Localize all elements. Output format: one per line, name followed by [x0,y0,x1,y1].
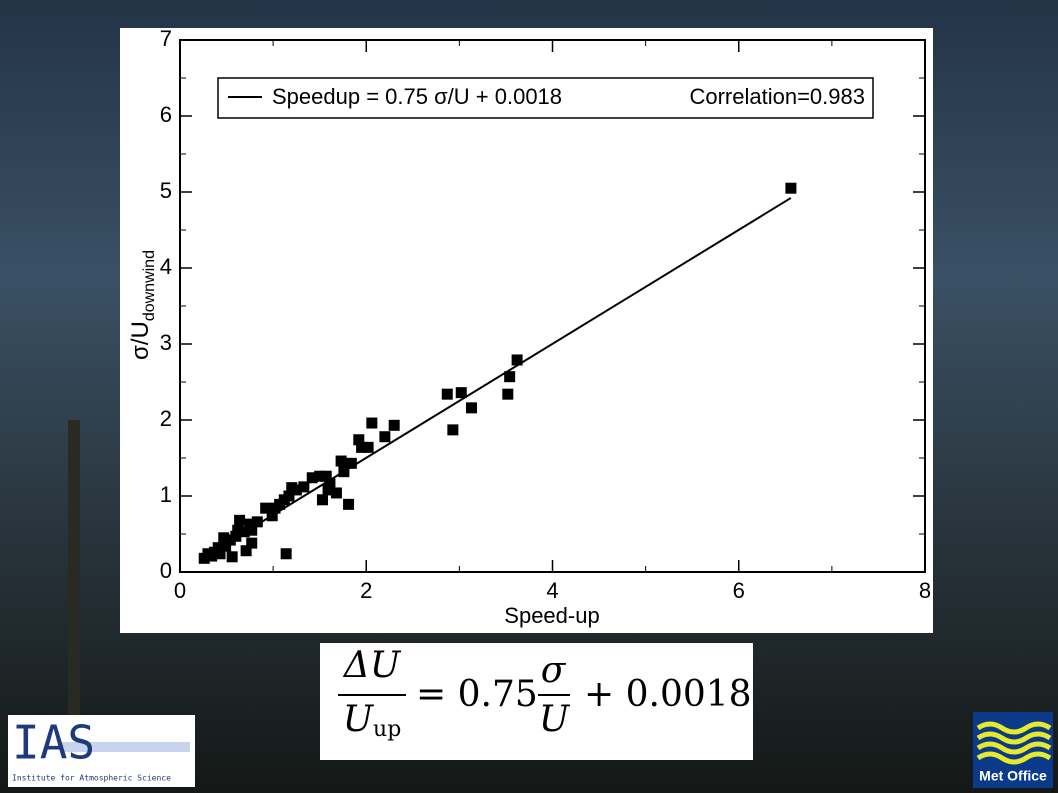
mast [68,420,80,720]
point [286,482,298,494]
point [320,470,332,482]
point [266,510,278,522]
ias-stripe [60,742,190,752]
eq-rhs-den: U [539,699,571,740]
y-axis-label-main: σ/U [127,321,154,360]
y-tick-label: 5 [160,178,172,203]
point [324,478,336,490]
point [240,545,252,557]
x-tick-label: 8 [919,578,931,603]
point [343,498,355,510]
point [224,534,236,546]
point [234,514,246,526]
y-tick-label: 0 [160,558,172,583]
x-axis-label: Speed-up [504,603,599,628]
point [330,487,342,499]
y-axis-label-sub: downwind [141,250,158,321]
eq-tail: + 0.0018 [584,674,752,715]
point [230,530,242,542]
y-tick-label: 6 [160,102,172,127]
point [353,434,365,446]
point [198,552,210,564]
fit-line [203,197,792,558]
legend-note: Correlation=0.983 [689,84,865,109]
point [785,182,797,194]
point [246,524,258,536]
point [447,424,459,436]
met-office-text: Met Office [979,768,1047,784]
y-axis-label: σ/Udownwind [127,250,158,360]
y-tick-label: 2 [160,406,172,431]
point [238,526,250,538]
point [379,431,391,443]
eq-lhs-den-main: U [343,699,375,740]
point [306,472,318,484]
met-office-waves [976,721,1052,765]
y-tick-label: 7 [160,26,172,51]
point [316,494,328,506]
point [504,371,516,383]
eq-lhs-den-sub: up [373,717,401,742]
x-tick-label: 0 [174,578,186,603]
point [441,388,453,400]
ias-title: IAS [12,716,95,770]
point [511,354,523,366]
point [345,457,357,469]
eq-rhs-num: σ [541,650,567,691]
point [314,470,326,482]
point [206,550,218,562]
point [465,402,477,414]
y-tick-label: 4 [160,254,172,279]
point [280,548,292,560]
point [251,516,263,528]
equation-box [320,643,753,760]
point [356,441,368,453]
point [246,537,258,549]
point [298,481,310,493]
point [455,387,467,399]
point [366,417,378,429]
x-tick-label: 4 [546,578,558,603]
point [322,484,334,496]
point [269,502,281,514]
point [220,540,232,552]
legend-label: Speedup = 0.75 σ/U + 0.0018 [272,84,562,109]
point [502,388,514,400]
eq-lhs-num: ΔU [342,645,402,686]
point [214,548,226,560]
point [232,524,244,536]
legend-box [217,77,874,119]
point [218,532,230,544]
point [335,455,347,467]
y-tick-label: 3 [160,330,172,355]
x-tick-label: 6 [733,578,745,603]
point [338,466,350,478]
point [226,551,238,563]
ias-subtitle: Institute for Atmospheric Science [12,774,171,783]
point [260,502,272,514]
y-tick-label: 1 [160,482,172,507]
x-tick-label: 2 [360,578,372,603]
eq-equals: = 0.75 [416,674,538,715]
point [244,518,256,530]
point [362,441,374,453]
point [388,419,400,431]
eq-lhs-den: Uup [343,699,402,742]
